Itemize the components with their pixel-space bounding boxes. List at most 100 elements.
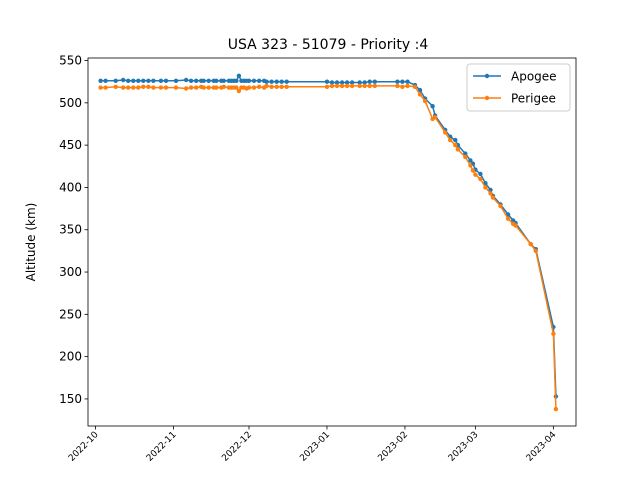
data-point-perigee [357, 83, 362, 89]
data-point-apogee [478, 171, 483, 177]
data-point-perigee [395, 83, 400, 89]
data-point-apogee [430, 104, 435, 109]
data-point-apogee [194, 78, 199, 84]
data-point-apogee [372, 79, 377, 84]
data-point-apogee [131, 78, 136, 84]
data-point-perigee [113, 84, 118, 90]
data-point-perigee [405, 83, 410, 89]
data-point-perigee [269, 84, 274, 90]
data-point-apogee [417, 87, 423, 93]
legend-swatch-marker [484, 73, 490, 79]
data-point-perigee [188, 85, 194, 90]
data-point-perigee [528, 241, 533, 247]
data-point-perigee [463, 154, 468, 160]
data-point-apogee [463, 151, 468, 156]
y-tick-label: 550 [59, 54, 82, 68]
data-point-apogee [163, 78, 169, 84]
y-tick-label: 400 [59, 180, 82, 194]
data-point-apogee [246, 78, 252, 84]
y-tick-label: 150 [59, 392, 82, 406]
data-point-perigee [236, 88, 242, 94]
axes-frame [87, 57, 577, 427]
data-point-perigee [362, 83, 367, 89]
data-point-apogee [334, 80, 340, 85]
data-point-apogee [251, 78, 257, 84]
data-point-perigee [183, 86, 189, 91]
data-point-apogee [405, 79, 410, 84]
data-point-apogee [141, 78, 146, 84]
data-point-perigee [483, 185, 488, 190]
data-point-perigee [553, 406, 559, 412]
data-point-apogee [126, 78, 131, 84]
data-point-perigee [367, 83, 372, 89]
data-point-perigee [146, 84, 151, 90]
data-point-perigee [329, 83, 335, 89]
data-point-perigee [206, 85, 211, 90]
data-point-apogee [344, 80, 350, 85]
data-point-apogee [136, 78, 141, 84]
data-point-apogee [121, 77, 126, 83]
data-point-perigee [422, 98, 428, 104]
chart-title: USA 323 - 51079 - Priority :4 [228, 37, 429, 53]
data-point-perigee [131, 85, 136, 90]
data-point-perigee [264, 83, 269, 89]
legend-swatch-marker [484, 95, 490, 101]
data-point-apogee [151, 78, 156, 84]
data-point-apogee [274, 79, 279, 84]
legend-label: Apogee [511, 70, 557, 84]
data-point-apogee [349, 80, 355, 85]
y-tick-label: 500 [59, 96, 82, 110]
data-point-apogee [453, 137, 458, 143]
data-point-perigee [234, 85, 239, 90]
data-point-perigee [274, 84, 279, 90]
data-point-perigee [158, 85, 164, 90]
y-tick-label: 450 [59, 138, 82, 152]
data-point-apogee [269, 79, 274, 84]
y-tick-label: 350 [59, 223, 82, 237]
data-point-perigee [468, 163, 473, 168]
data-point-perigee [455, 147, 460, 152]
y-axis: 150 200 250 300 350 400 450 500 550 [59, 54, 88, 406]
data-point-apogee [236, 73, 242, 79]
data-point-perigee [279, 84, 284, 90]
data-point-perigee [246, 85, 252, 90]
legend: Apogee Perigee [466, 63, 571, 112]
data-point-perigee [339, 83, 345, 89]
data-point-perigee [473, 172, 478, 177]
data-point-perigee [453, 142, 458, 148]
data-point-apogee [158, 78, 164, 84]
data-point-perigee [324, 84, 330, 90]
data-point-perigee [98, 85, 103, 90]
data-point-perigee [498, 203, 503, 209]
data-point-perigee [470, 168, 476, 173]
data-point-apogee [201, 78, 206, 84]
data-point-apogee [221, 78, 226, 84]
data-point-apogee [279, 79, 284, 84]
data-point-perigee [443, 130, 448, 135]
data-point-perigee [214, 85, 219, 90]
data-point-apogee [103, 78, 108, 84]
data-point-apogee [324, 79, 330, 84]
data-point-perigee [372, 83, 377, 89]
data-point-apogee [367, 79, 372, 84]
data-point-apogee [206, 78, 211, 84]
data-point-apogee [146, 78, 151, 84]
data-point-apogee [113, 78, 118, 84]
data-point-perigee [533, 248, 538, 254]
y-tick-label: 250 [59, 307, 82, 321]
data-point-apogee [173, 78, 179, 84]
data-point-apogee [362, 80, 367, 85]
data-point-perigee [284, 84, 289, 90]
data-point-apogee [357, 80, 362, 85]
data-point-perigee [349, 83, 355, 89]
data-point-perigee [488, 191, 493, 196]
data-point-apogee [264, 79, 269, 84]
data-point-perigee [141, 84, 146, 90]
data-point-apogee [188, 78, 194, 84]
data-point-perigee [221, 84, 226, 90]
data-point-apogee [183, 77, 189, 83]
data-point-perigee [194, 85, 199, 90]
data-point-apogee [329, 80, 335, 85]
data-point-apogee [468, 158, 473, 163]
data-point-apogee [284, 79, 289, 84]
